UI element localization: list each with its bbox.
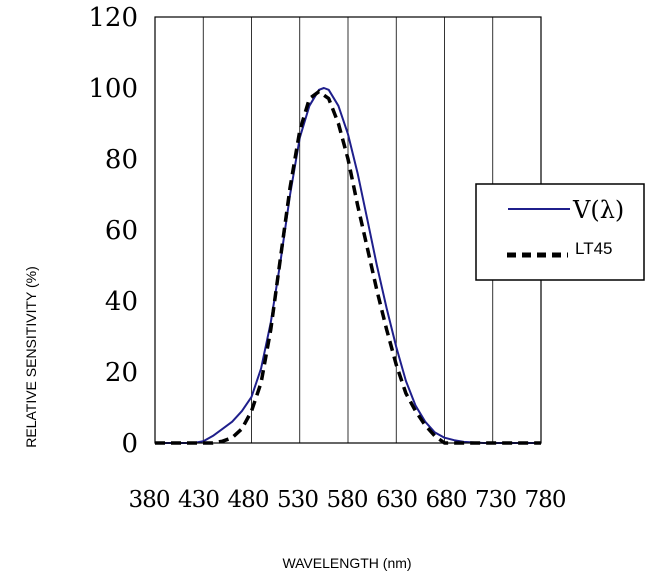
x-tick-label-730: 730 (475, 487, 516, 513)
legend: V(λ) LT45 (475, 183, 645, 281)
x-tick-label-580: 580 (327, 487, 368, 513)
x-axis-label: WAVELENGTH (nm) (282, 555, 411, 571)
y-tick-label-120: 120 (88, 3, 138, 33)
x-tick-label-630: 630 (376, 487, 417, 513)
legend-label-lt45: LT45 (575, 239, 613, 258)
y-tick-label-20: 20 (105, 358, 138, 388)
y-tick-label-100: 100 (88, 74, 138, 104)
y-tick-label-80: 80 (105, 145, 138, 175)
x-tick-label-380: 380 (129, 487, 170, 513)
x-tick-label-430: 430 (178, 487, 219, 513)
x-tick-labels: 380 430 480 530 580 630 680 730 780 (129, 487, 567, 513)
legend-box (475, 183, 645, 281)
series-group (155, 87, 541, 445)
y-axis-label: RELATIVE SENSITIVITY (%) (23, 266, 39, 448)
x-tick-label-780: 780 (525, 487, 566, 513)
x-tick-label-480: 480 (228, 487, 269, 513)
y-tick-label-40: 40 (105, 287, 138, 317)
y-tick-labels: 0 20 40 60 80 100 120 (88, 3, 138, 459)
y-tick-label-60: 60 (105, 216, 138, 246)
legend-label-vlambda: V(λ) (572, 196, 624, 224)
x-tick-label-680: 680 (426, 487, 467, 513)
series-line-lt45 (155, 89, 541, 445)
x-tick-label-530: 530 (277, 487, 318, 513)
y-tick-label-0: 0 (121, 429, 138, 459)
series-line-vlambda (155, 87, 541, 444)
